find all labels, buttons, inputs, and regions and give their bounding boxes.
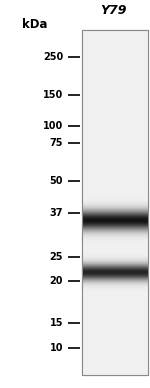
Text: 15: 15 — [50, 318, 63, 328]
Text: Y79: Y79 — [100, 4, 126, 17]
Text: 25: 25 — [50, 252, 63, 262]
Text: kDa: kDa — [22, 18, 48, 31]
Bar — [82, 30, 148, 375]
Text: 250: 250 — [43, 52, 63, 62]
Text: 10: 10 — [50, 343, 63, 353]
Text: 100: 100 — [43, 121, 63, 131]
Bar — [82, 30, 148, 375]
Text: 50: 50 — [50, 176, 63, 186]
Text: 37: 37 — [50, 208, 63, 218]
Text: 150: 150 — [43, 90, 63, 100]
Text: 75: 75 — [50, 138, 63, 148]
Text: 20: 20 — [50, 276, 63, 286]
